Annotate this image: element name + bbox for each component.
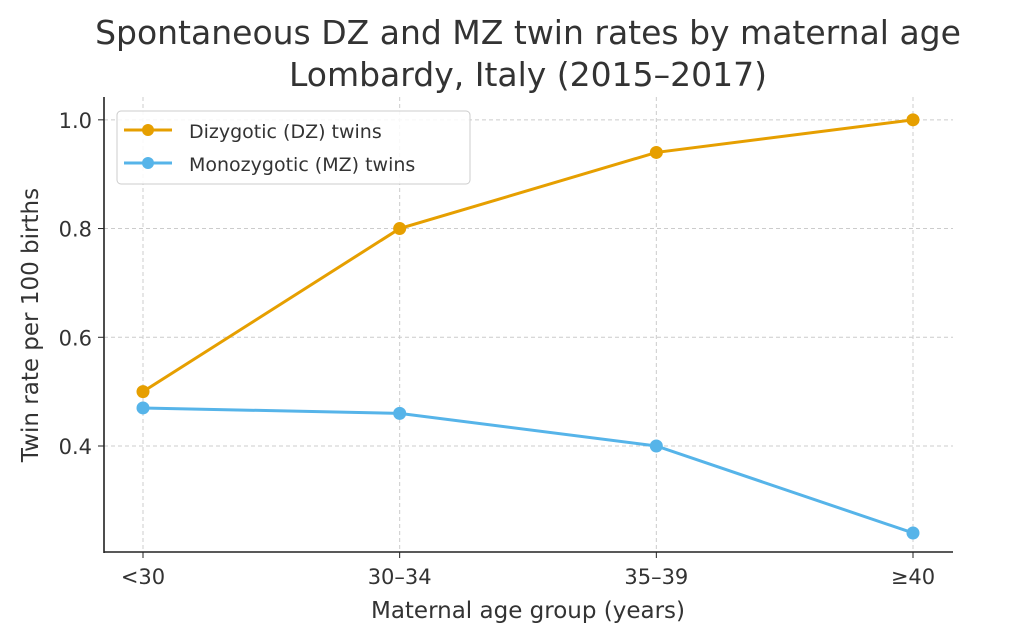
legend-mz-marker: [142, 157, 154, 169]
dz-data-point: [136, 385, 150, 399]
dz-series-line: [142, 118, 914, 393]
dz-data-point: [906, 113, 920, 127]
legend-dz-marker: [142, 124, 154, 136]
x-tick-label: ≥40: [891, 565, 935, 589]
chart-subtitle: Lombardy, Italy (2015–2017): [289, 55, 767, 94]
x-tick-label: 35–39: [624, 565, 688, 589]
y-tick-label: 0.8: [59, 218, 92, 242]
y-tick-label: 0.6: [59, 326, 92, 350]
legend-mz-label: Monozygotic (MZ) twins: [189, 154, 415, 176]
y-tick-label: 0.4: [59, 435, 92, 459]
mz-series-line: [142, 406, 914, 535]
ticks: <30 30–34 35–39 ≥40 0.4 0.6 0.8 1.0: [59, 109, 936, 589]
mz-data-point: [393, 406, 407, 420]
x-tick-label: <30: [121, 565, 165, 589]
grid: [104, 97, 953, 552]
mz-data-point: [136, 401, 150, 415]
x-tick-label: 30–34: [368, 565, 432, 589]
chart-title: Spontaneous DZ and MZ twin rates by mate…: [95, 13, 961, 52]
legend-dz-label: Dizygotic (DZ) twins: [189, 121, 382, 143]
x-axis-label: Maternal age group (years): [371, 598, 685, 624]
mz-data-point: [906, 526, 920, 540]
series-lines: [136, 113, 920, 540]
legend-box: [116, 110, 471, 185]
y-tick-label: 1.0: [59, 109, 92, 133]
mz-data-point: [649, 439, 663, 453]
dz-data-point: [649, 145, 663, 159]
legend: Dizygotic (DZ) twins Monozygotic (MZ) tw…: [116, 110, 471, 185]
y-axis-label: Twin rate per 100 births: [18, 188, 44, 463]
dz-data-point: [393, 222, 407, 236]
